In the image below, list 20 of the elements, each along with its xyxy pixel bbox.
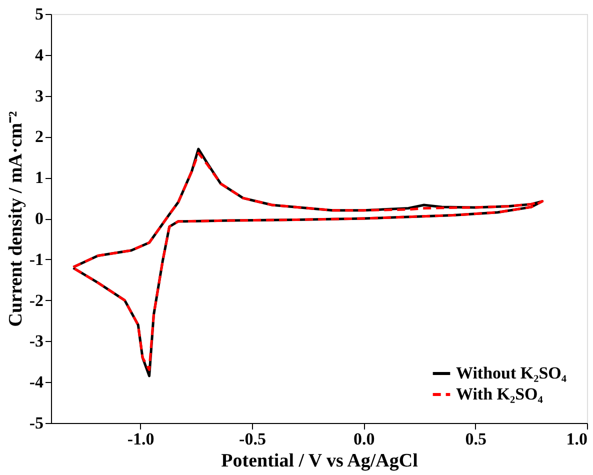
x-tick-label: 0.0: [354, 430, 375, 448]
y-tick-label: -5: [29, 414, 44, 432]
y-tick-label: 3: [35, 86, 44, 106]
y-tick-label: -4: [29, 372, 44, 392]
y-tick-label: -2: [29, 290, 44, 310]
y-tick-label: 2: [35, 127, 44, 146]
y-tick-label: -1: [29, 250, 44, 269]
y-tick-label: 5: [35, 4, 44, 24]
x-tick-label: 1.0: [566, 430, 588, 448]
legend-label: Without K₂SO₄: [456, 364, 566, 382]
y-tick-label: 4: [35, 45, 44, 64]
x-tick-label: -1.0: [127, 430, 154, 448]
y-tick-label: 1: [35, 168, 44, 188]
x-axis-title: Potential / V vs Ag/AgCl: [221, 450, 418, 472]
x-tick-label: -0.5: [239, 430, 266, 448]
legend-label: With K₂SO₄: [456, 384, 543, 404]
y-axis-title: Current density / mA·cm⁻²: [5, 110, 26, 327]
x-tick-label: 0.5: [465, 430, 486, 448]
y-tick-label: -3: [29, 332, 44, 351]
y-tick-label: 0: [35, 209, 44, 228]
